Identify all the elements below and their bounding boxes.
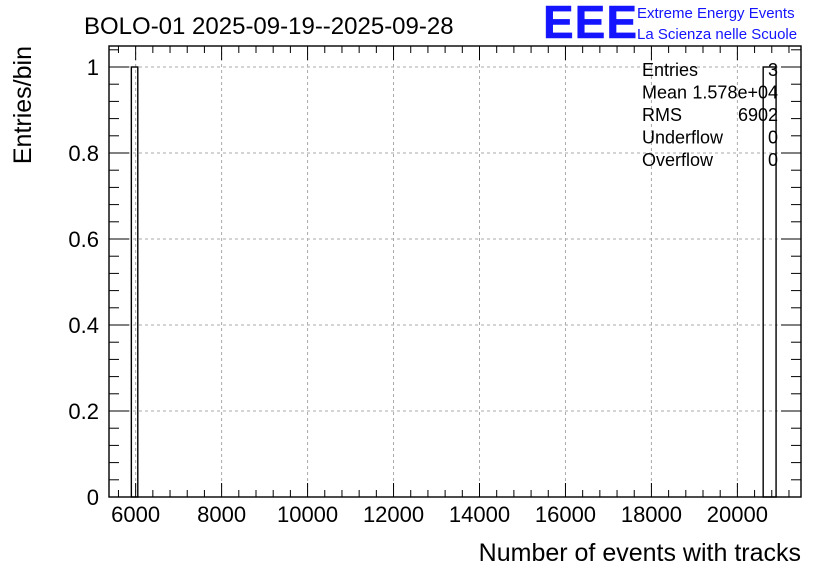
y-axis-label: Entries/bin <box>9 46 37 164</box>
plot-frame <box>108 45 802 498</box>
eee-logo-line2: La Scienza nelle Scuole <box>637 26 797 43</box>
stats-value: 1.578e+04 <box>692 83 778 103</box>
stats-value: 6902 <box>738 105 778 125</box>
x-tick-label: 12000 <box>363 502 424 527</box>
x-tick-label: 16000 <box>535 502 596 527</box>
stats-label: Entries <box>642 60 698 80</box>
x-tick-label: 14000 <box>449 502 510 527</box>
eee-logo-line1: Extreme Energy Events <box>637 5 795 22</box>
x-tick-label: 20000 <box>707 502 768 527</box>
stats-value: 0 <box>768 128 778 148</box>
y-tick-label: 0.8 <box>68 141 99 166</box>
stats-label: Underflow <box>642 128 724 148</box>
stats-label: Overflow <box>642 150 714 170</box>
eee-logo-mark: EEE <box>543 0 638 48</box>
stats-value: 0 <box>768 150 778 170</box>
y-tick-label: 0.6 <box>68 227 99 252</box>
histogram-bin <box>130 66 139 498</box>
stats-label: RMS <box>642 105 682 125</box>
chart-title: BOLO-01 2025-09-19--2025-09-28 <box>84 13 454 40</box>
y-tick-label: 1 <box>87 55 99 80</box>
x-tick-label: 10000 <box>277 502 338 527</box>
x-tick-label: 8000 <box>197 502 246 527</box>
eee-logo: EEE Extreme Energy Events La Scienza nel… <box>543 0 797 48</box>
x-tick-label: 18000 <box>621 502 682 527</box>
y-tick-label: 0.2 <box>68 399 99 424</box>
stats-box: Entries 3 Mean 1.578e+04 RMS 6902 Underflow 0 Ov… <box>642 60 778 170</box>
x-axis-label: Number of events with tracks <box>479 539 801 567</box>
stats-value: 3 <box>768 60 778 80</box>
y-tick-labels: 0 0.2 0.4 0.6 0.8 1 <box>68 55 99 510</box>
x-tick-labels: 6000 8000 10000 12000 14000 16000 18000 20000 <box>111 502 768 527</box>
grid-lines <box>109 46 801 497</box>
y-tick-label: 0 <box>87 485 99 510</box>
axis-ticks <box>109 46 801 498</box>
y-tick-label: 0.4 <box>68 313 99 338</box>
stats-label: Mean <box>642 83 687 103</box>
x-tick-label: 6000 <box>111 502 160 527</box>
